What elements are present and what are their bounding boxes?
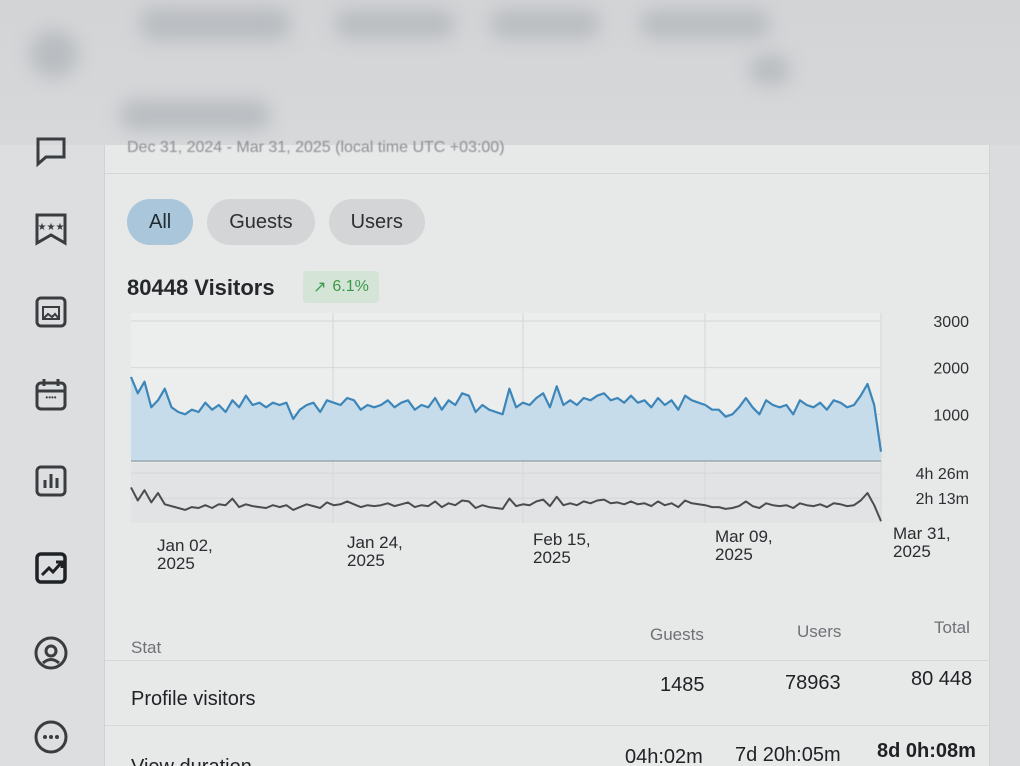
x-tick-label: Mar 31, [893,524,951,543]
x-tick-label: Mar 09, [715,527,773,546]
y-tick-label: 2000 [933,361,969,378]
tab-all[interactable]: All [127,199,194,245]
chat-icon[interactable] [32,135,70,173]
header-total: Total [934,618,970,637]
visitors-area [131,377,881,461]
header-users: Users [797,622,842,641]
filter-tabs: All Guests Users [127,199,425,245]
y-tick-label: 2h 13m [916,491,969,508]
row-guests-profile-visitors: 1485 [660,674,705,696]
more-icon[interactable] [32,718,70,756]
visitors-line [129,376,883,452]
reviews-icon[interactable]: ★★★ [32,210,70,248]
tab-users[interactable]: Users [328,199,425,245]
x-tick-label-year: 2025 [893,542,931,561]
x-tick-label-year: 2025 [533,548,571,567]
tab-guests[interactable]: Guests [207,199,315,245]
y-tick-label: 4h 26m [916,466,969,483]
sidebar: ★★★ •••• [0,137,104,766]
row-total-view-duration: 8d 0h:08m [877,740,976,762]
statistics-panel: Dec 31, 2024 - Mar 31, 2025 (local time … [104,139,991,766]
x-tick-label: Jan 02, [157,536,213,555]
svg-text:★★★: ★★★ [38,222,65,233]
trend-value: 6.1% [332,278,369,295]
header-stat: Stat [131,638,162,657]
visitors-chart: 1000 2000 3000 2h 13m 4h 26m Jan 02, 2025 Jan 2… [105,305,991,580]
date-range: Dec 31, 2024 - Mar 31, 2025 (local time … [127,139,505,156]
trend-badge: ↗ 6.1% [303,271,379,303]
row-divider [105,725,991,726]
divider [105,173,991,174]
x-tick-label: Feb 15, [533,530,591,549]
row-users-view-duration: 7d 20h:05m [735,744,841,766]
lower-panel-bg [131,463,881,523]
row-total-profile-visitors: 80 448 [911,668,973,690]
header-guests: Guests [650,625,704,644]
row-label-view-duration: View duration [131,756,252,766]
row-guests-view-duration: 04h:02m [625,746,703,766]
x-tick-label-year: 2025 [157,554,195,573]
profile-icon[interactable] [32,634,70,672]
gallery-icon[interactable] [32,293,70,331]
row-divider [105,660,991,661]
calendar-icon[interactable]: •••• [32,376,70,414]
trend-chart-icon[interactable] [32,549,70,587]
x-tick-label-year: 2025 [347,551,385,570]
svg-text:••••: •••• [45,393,56,402]
y-tick-label: 3000 [933,314,969,331]
top-header [0,0,1020,145]
x-tick-label-year: 2025 [715,545,753,564]
row-users-profile-visitors: 78963 [785,672,841,694]
right-edge [990,145,1020,766]
duration-line [130,486,882,522]
trend-up-icon: ↗ [313,279,327,296]
row-label-profile-visitors: Profile visitors [131,688,256,710]
visitors-count: 80448 Visitors [127,275,275,300]
bar-chart-icon[interactable] [32,462,70,500]
x-tick-label: Jan 24, [347,533,403,552]
y-tick-label: 1000 [933,407,969,424]
